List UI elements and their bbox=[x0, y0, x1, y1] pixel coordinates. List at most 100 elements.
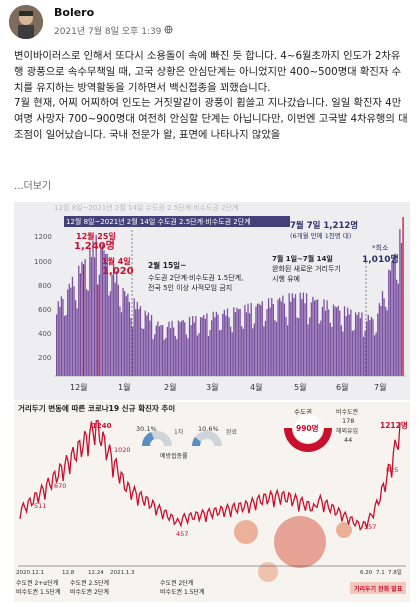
daily-case-bar bbox=[294, 294, 297, 376]
daily-case-bar bbox=[272, 304, 274, 376]
daily-case-bar bbox=[177, 320, 180, 376]
daily-case-bar bbox=[343, 306, 346, 376]
chart1-y-ticks: 1200 1000 800 600 400 200 bbox=[34, 233, 52, 362]
daily-case-bar bbox=[231, 332, 233, 376]
chart1-faded-top-label: 12월 8일~2021년 2월 14일 수도권 2.5단계·비수도권 2단계 bbox=[54, 203, 239, 212]
daily-case-bar bbox=[340, 325, 343, 376]
daily-case-bar bbox=[204, 318, 206, 376]
daily-case-bar bbox=[260, 305, 262, 376]
daily-case-bar bbox=[136, 301, 138, 376]
daily-case-bar bbox=[168, 321, 170, 376]
daily-case-bar bbox=[288, 293, 290, 376]
month-jan: 1월 bbox=[118, 382, 130, 392]
daily-case-bar bbox=[103, 250, 105, 376]
daily-case-bar bbox=[207, 335, 210, 376]
month-jun: 6월 bbox=[336, 382, 348, 392]
overseas-value: 44 bbox=[344, 436, 352, 444]
daily-case-bar bbox=[101, 244, 104, 376]
daily-case-bar bbox=[63, 315, 66, 376]
daily-case-bar bbox=[144, 310, 146, 376]
annot-jul7-4: 1,010명 bbox=[362, 253, 399, 265]
daily-case-bar bbox=[342, 331, 344, 376]
daily-case-bar bbox=[332, 304, 335, 376]
distancing-trend-chart[interactable]: 거리두기 변동에 따른 코로나19 신규 확진자 추이 30.1% 1차 10.… bbox=[14, 402, 410, 602]
ytick-600: 600 bbox=[38, 306, 51, 314]
daily-case-bar bbox=[282, 295, 284, 376]
daily-case-bar bbox=[92, 240, 94, 376]
daily-case-bar bbox=[375, 332, 377, 376]
daily-case-bar bbox=[347, 307, 349, 376]
daily-case-bar bbox=[301, 299, 303, 376]
stage1-a: 수도권 2+α단계 bbox=[16, 579, 58, 587]
virus-illustration bbox=[234, 516, 352, 582]
daily-case-bar bbox=[215, 311, 218, 376]
post-timestamp[interactable]: 2021년 7월 8일 오후 1:39 bbox=[54, 27, 162, 37]
daily-case-bar bbox=[105, 254, 107, 376]
daily-case-bar bbox=[317, 299, 319, 376]
donut-complete-label: 완료 bbox=[226, 428, 238, 436]
daily-case-bar bbox=[173, 327, 175, 376]
date-2021-1-3: 2021.1.3 bbox=[110, 570, 135, 576]
author-name[interactable]: Bolero bbox=[54, 6, 95, 19]
daily-case-bar bbox=[165, 338, 167, 376]
daily-case-bar bbox=[310, 302, 312, 376]
daily-case-bar bbox=[302, 292, 305, 376]
month-may: 5월 bbox=[294, 382, 306, 392]
daily-case-bar bbox=[220, 329, 222, 376]
avatar[interactable] bbox=[9, 5, 43, 39]
daily-case-bar bbox=[212, 311, 214, 376]
annot-feb15-3: 전국 5인 이상 사적모임 금지 bbox=[148, 283, 232, 292]
daily-case-bar bbox=[195, 316, 197, 376]
daily-case-bar bbox=[176, 339, 178, 376]
daily-case-bar bbox=[114, 282, 116, 376]
date-2020-12-1: 2020.12.1 bbox=[16, 570, 44, 576]
ytick-1000: 1000 bbox=[34, 258, 52, 266]
daily-cases-bar-chart[interactable]: 12월 8일~2021년 2월 14일 수도권 2.5단계·비수도권 2단계 1… bbox=[14, 202, 410, 400]
stage-labels: 수도권 2+α단계 비수도권 1.5단계 수도권 2.5단계 비수도권 2단계 … bbox=[16, 579, 205, 596]
daily-case-bar bbox=[359, 318, 361, 376]
daily-case-bar bbox=[258, 303, 260, 376]
daily-case-bar bbox=[378, 303, 380, 376]
daily-case-bar bbox=[201, 317, 203, 376]
daily-case-bar bbox=[263, 326, 265, 376]
chart2-title: 거리두기 변동에 따른 코로나19 신규 확진자 추이 bbox=[18, 403, 175, 413]
post-paragraph-2: 7월 현재, 어찌 어찌하여 인도는 거짓말같이 광풍이 휩쓸고 지나갔습니다.… bbox=[14, 97, 408, 141]
daily-case-bar bbox=[386, 310, 388, 376]
daily-case-bar bbox=[377, 313, 379, 376]
annot-jan4-date: 1월 4일 bbox=[102, 256, 131, 266]
stage2-a: 수도권 2.5단계 bbox=[70, 579, 109, 587]
stage3-b: 비수도권 1.5단계 bbox=[160, 588, 205, 596]
daily-case-bar bbox=[250, 302, 252, 376]
daily-case-bar bbox=[233, 307, 235, 376]
value-670: 670 bbox=[54, 482, 66, 490]
daily-case-bar bbox=[264, 320, 267, 376]
date-12-24: 12.24 bbox=[88, 570, 104, 576]
daily-case-bar bbox=[182, 320, 184, 376]
daily-case-bar bbox=[65, 314, 67, 376]
daily-case-bar bbox=[59, 306, 61, 376]
daily-case-bar bbox=[89, 247, 91, 376]
annot-feb15-2: 수도권 2단계·비수도권 1.5단계, bbox=[148, 273, 243, 282]
daily-case-bar bbox=[305, 293, 308, 376]
daily-case-bar bbox=[124, 291, 126, 376]
daily-case-bar bbox=[87, 290, 89, 376]
daily-case-bar bbox=[299, 292, 301, 376]
daily-case-bar bbox=[385, 306, 387, 376]
daily-case-bar bbox=[100, 248, 102, 376]
daily-case-bar bbox=[155, 325, 157, 376]
value-1020: 1020 bbox=[114, 446, 131, 454]
daily-case-bar bbox=[109, 291, 112, 376]
daily-case-bar bbox=[348, 314, 350, 376]
daily-case-bar bbox=[269, 307, 271, 376]
daily-case-bar bbox=[62, 298, 64, 376]
value-825: 825 bbox=[386, 466, 398, 474]
see-more-link[interactable]: ...더보기 bbox=[14, 181, 52, 192]
date-7-1: 7.1 bbox=[376, 570, 385, 576]
daily-case-bar bbox=[252, 328, 254, 376]
daily-case-bar bbox=[57, 301, 59, 376]
daily-case-bar bbox=[361, 312, 363, 376]
daily-case-bar bbox=[82, 264, 85, 376]
daily-case-bar bbox=[180, 321, 183, 376]
daily-case-bar bbox=[93, 257, 96, 376]
daily-case-bar bbox=[399, 229, 401, 376]
